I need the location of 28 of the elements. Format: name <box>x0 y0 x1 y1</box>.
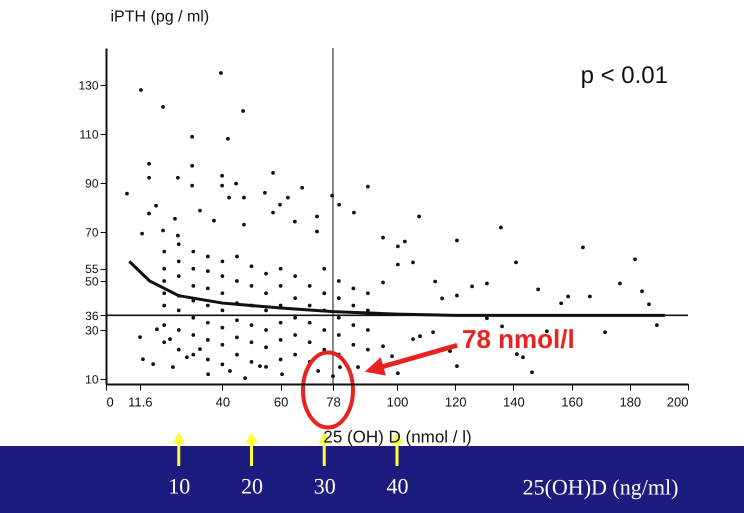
x2-axis-title: 25(OH)D (ng/ml) <box>522 474 678 500</box>
x-tick-label: 160 <box>561 394 583 410</box>
x-tick-label: 60 <box>274 394 288 410</box>
x-tick-label: 11.6 <box>128 394 152 410</box>
x2-tick-label: 40 <box>386 474 408 498</box>
y-tick-label: 36 <box>85 308 99 323</box>
x-tick-label: 78 <box>326 394 341 410</box>
x2-tick-label: 20 <box>241 474 263 498</box>
x-tick-label: 0 <box>106 394 114 410</box>
y-tick-label: 130 <box>78 78 99 92</box>
x-tick-label: 100 <box>386 394 408 410</box>
x-tick-label: 40 <box>216 394 230 410</box>
annotation: 78 nmol/l <box>462 324 575 354</box>
y-tick-label: 110 <box>79 127 99 142</box>
x2-tick-label: 10 <box>168 474 190 498</box>
x-tick-label: 140 <box>503 394 525 410</box>
y-tick-label: 50 <box>85 274 99 288</box>
x-tick-label: 180 <box>619 394 642 410</box>
y-tick-label: 55 <box>85 262 99 276</box>
annotation: p < 0.01 <box>580 62 668 89</box>
y-tick-label: 30 <box>85 324 99 338</box>
x-tick-label: 120 <box>444 394 467 410</box>
x2-tick-label: 30 <box>314 474 336 498</box>
y-tick-label: 10 <box>85 372 99 387</box>
y-tick-label: 90 <box>85 176 99 190</box>
x-tick-label: 200 <box>666 394 688 410</box>
y-axis-title: iPTH (pg / ml) <box>110 8 210 26</box>
y-tick-label: 70 <box>85 225 99 240</box>
